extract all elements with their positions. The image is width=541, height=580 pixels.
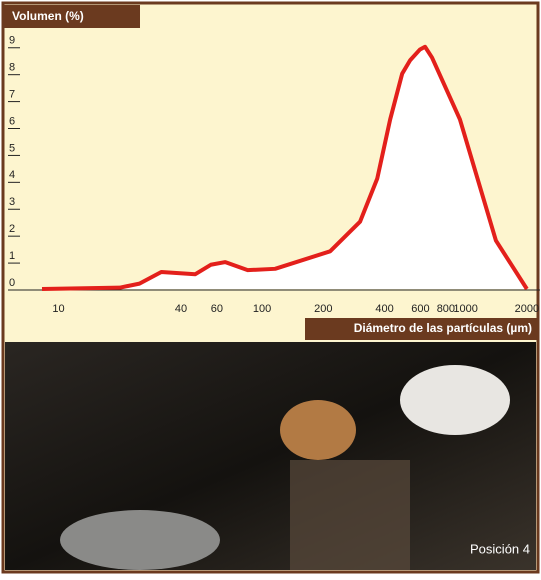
photo-caption: Posición 4 [470,541,530,556]
y-tick-label: 3 [9,196,15,208]
x-tick-label: 800 [437,303,455,315]
x-axis-label: Diámetro de las partículas (µm) [354,321,532,335]
x-tick-label: 600 [411,303,429,315]
y-tick-label: 9 [9,35,15,47]
y-tick-label: 4 [9,169,15,181]
y-tick-label: 5 [9,142,15,154]
y-tick-label: 0 [9,277,15,289]
xlabel-box [305,318,538,340]
line [41,44,529,291]
y-tick-label: 6 [9,115,15,127]
y-tick-label: 1 [9,250,15,262]
x-tick-label: 400 [375,303,393,315]
x-tick-label: 40 [175,303,187,315]
x-tick-label: 2000 [515,303,539,315]
y-tick-label: 7 [9,89,15,101]
photo-bowl [400,365,510,435]
x-tick-label: 200 [314,303,332,315]
x-tick-label: 60 [211,303,223,315]
x-tick-label: 1000 [453,303,477,315]
photo-spoon [280,400,356,460]
photo-press [290,460,410,570]
ylabel-box [4,5,140,28]
photo-kettle [60,510,220,570]
y-tick-label: 8 [9,62,15,74]
y-tick-label: 2 [9,223,15,235]
x-tick-label: 10 [52,303,64,315]
x-tick-label: 100 [253,303,271,315]
y-axis-label: Volumen (%) [12,9,84,23]
area [42,46,527,289]
